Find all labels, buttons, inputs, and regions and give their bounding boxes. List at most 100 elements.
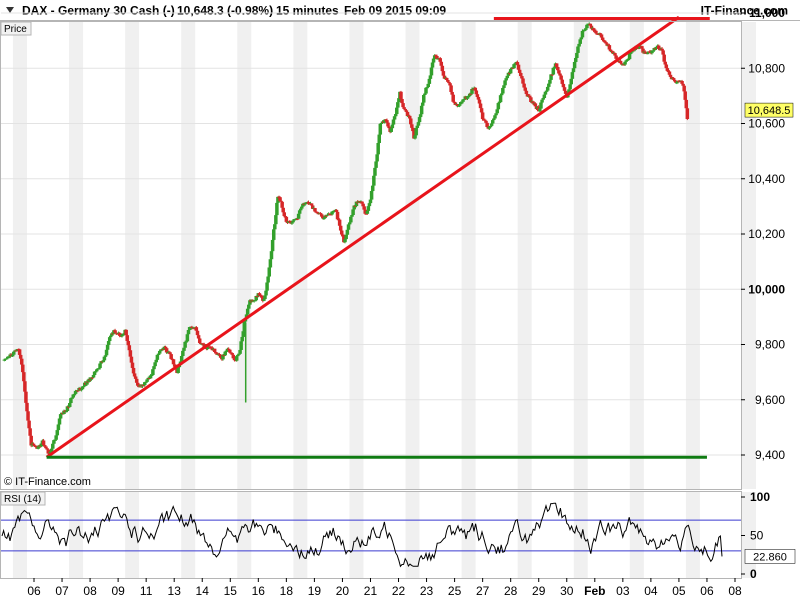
candle-body [197, 338, 202, 344]
session-shade [629, 22, 644, 489]
candle-body [182, 347, 186, 351]
candle-body [73, 390, 78, 394]
candle-body [351, 209, 355, 216]
candle-body [652, 48, 656, 51]
candle-body [92, 371, 97, 376]
candle-body [637, 46, 642, 49]
candle-body [524, 90, 529, 95]
candle-body [99, 361, 103, 364]
session-shade [629, 492, 644, 578]
candle-body [58, 414, 63, 419]
candle-body [386, 122, 390, 127]
candle-body [419, 105, 424, 115]
candle-body [503, 80, 507, 86]
candle-body [224, 351, 229, 353]
candle-body [171, 359, 176, 365]
candle-body [168, 352, 172, 355]
candle-body [618, 60, 623, 64]
candle-body [456, 105, 461, 107]
candle-body [319, 214, 324, 217]
candle-body [239, 341, 243, 350]
candle-body [331, 211, 335, 213]
collapse-arrow-icon[interactable] [6, 7, 14, 13]
candle-body [346, 224, 351, 230]
candle-body [599, 34, 604, 38]
price-panel: Price © IT-Finance.com 11,000 10,800 10,60… [0, 6, 794, 490]
candle-body [479, 108, 484, 113]
candle-body [132, 373, 137, 377]
candle-body [656, 45, 661, 49]
candle-body [626, 59, 631, 61]
price-tab[interactable] [0, 21, 32, 36]
candle-body [364, 213, 369, 215]
candle-body [627, 53, 632, 60]
candle-body [418, 114, 423, 118]
price-gridlines [1, 12, 741, 456]
candle-body [672, 79, 677, 82]
candle-body [462, 99, 466, 101]
x-tick-label: 28 [504, 584, 518, 598]
candle-body [450, 91, 454, 95]
candle-body [19, 358, 24, 365]
candle-body [55, 430, 60, 436]
candle-body [378, 123, 383, 135]
candle-body [150, 374, 154, 376]
candle-body [680, 81, 684, 84]
candle-body [451, 94, 455, 102]
candle-body [426, 83, 430, 88]
candle-body [330, 211, 334, 215]
candle-body [547, 83, 551, 87]
candle-body [521, 78, 525, 84]
candle-body [21, 364, 25, 373]
price-candles [2, 22, 690, 457]
candle-body [172, 364, 177, 367]
candle-body [455, 104, 460, 107]
candle-body [551, 67, 556, 75]
candle-body [543, 91, 548, 95]
candle-body [542, 94, 547, 99]
candle-body [485, 122, 489, 128]
candle-body [155, 354, 160, 360]
candle-body [34, 446, 38, 448]
candle-body [554, 63, 559, 68]
header-bar: DAX - Germany 30 Cash (-) 10,648.3 (-0.9… [0, 0, 800, 21]
x-tick-label: 21 [364, 584, 378, 598]
rsi-bands [1, 519, 741, 552]
candle-body [205, 347, 210, 350]
candle-body [44, 446, 48, 449]
candle-body [248, 300, 252, 305]
candle-body [675, 82, 679, 84]
candle-body [62, 410, 66, 414]
candle-body [527, 95, 532, 98]
candle-body [218, 354, 223, 358]
candle-body [153, 362, 157, 367]
candle-body [622, 64, 626, 66]
candle-body [281, 207, 285, 213]
session-shade [12, 22, 27, 489]
rising-trendline[interactable] [45, 15, 680, 459]
rsi-tab[interactable] [0, 491, 46, 506]
candle-body [334, 209, 339, 212]
candle-body [578, 39, 582, 44]
candle-body [567, 89, 571, 94]
rsi-axis: 100 50 0 22.860 [741, 490, 796, 581]
candle-body [640, 46, 644, 49]
candle-body [338, 225, 343, 231]
candle-body [645, 52, 650, 54]
rsi-tick-label: 0 [750, 567, 757, 581]
candle-body [242, 321, 247, 332]
candle-body [473, 87, 478, 91]
candle-body [393, 114, 398, 117]
candle-body [247, 304, 251, 309]
datetime-label: Feb 09 2015 09:09 [344, 4, 446, 18]
candle-body [113, 330, 117, 333]
candle-body [156, 353, 161, 355]
candle-body [402, 107, 406, 109]
session-shade [405, 22, 420, 489]
candle-body [685, 108, 690, 119]
candle-body [376, 142, 380, 155]
price-tick-label: 10,400 [748, 172, 785, 186]
candle-body [603, 41, 607, 43]
candle-body [187, 327, 192, 331]
candle-body [7, 356, 11, 358]
